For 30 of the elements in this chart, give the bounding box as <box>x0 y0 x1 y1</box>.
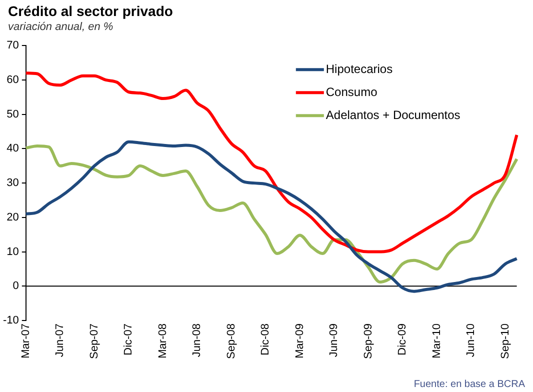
y-tick-label: 20 <box>6 211 19 224</box>
legend-label: Adelantos + Documentos <box>326 108 460 122</box>
x-tick-label: Jun-08 <box>191 324 204 358</box>
x-tick-label: Dic-09 <box>396 324 409 356</box>
x-tick-label: Dic-07 <box>122 324 135 356</box>
x-tick-label: Mar-08 <box>156 324 169 358</box>
x-tick-label: Jun-07 <box>54 324 66 358</box>
y-tick-label: 60 <box>6 74 19 86</box>
x-tick-label: Mar-07 <box>20 324 32 358</box>
x-tick-label: Sep-10 <box>499 324 512 360</box>
legend-label: Hipotecarios <box>326 62 393 76</box>
x-tick-label: Mar-09 <box>294 324 306 358</box>
x-tick-label: Jun-09 <box>328 324 340 358</box>
y-tick-label: -10 <box>2 314 19 327</box>
x-tick-label: Sep-07 <box>88 324 100 360</box>
x-tick-label: Mar-10 <box>430 324 443 358</box>
y-tick-label: 50 <box>6 108 19 120</box>
y-tick-label: 0 <box>12 280 19 292</box>
x-tick-label: Dic-08 <box>260 324 272 356</box>
x-tick-label: Sep-08 <box>225 324 238 360</box>
chart-title: Crédito al sector privado <box>8 3 173 19</box>
y-tick-label: 10 <box>6 246 19 258</box>
y-tick-label: 40 <box>6 142 19 155</box>
chart-subtitle: variación anual, en % <box>8 21 114 33</box>
x-tick-label: Sep-09 <box>362 324 374 360</box>
source-note: Fuente: en base a BCRA <box>414 379 525 390</box>
y-tick-label: 70 <box>6 40 19 52</box>
legend-label: Consumo <box>326 84 378 99</box>
x-tick-label: Jun-10 <box>465 324 478 358</box>
y-tick-label: 30 <box>6 177 19 190</box>
